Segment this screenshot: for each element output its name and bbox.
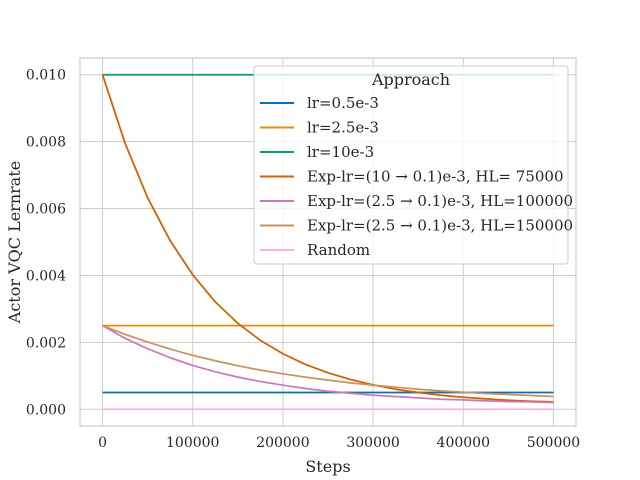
y-tick-label: 0.010 xyxy=(26,68,66,84)
x-tick-label: 200000 xyxy=(256,435,309,451)
x-tick-label: 500000 xyxy=(527,435,580,451)
legend: Approach lr=0.5e-3 lr=2.5e-3 lr=10e-3 Exp-l… xyxy=(253,65,573,265)
legend-label: Exp-lr=(10 → 0.1)e-3, HL= 75000 xyxy=(307,168,564,186)
legend-label: lr=0.5e-3 xyxy=(307,94,379,112)
legend-label: Exp-lr=(2.5 → 0.1)e-3, HL=100000 xyxy=(307,192,573,210)
x-axis-label: Steps xyxy=(305,457,350,476)
y-tick-label: 0.000 xyxy=(26,402,66,418)
x-tick-label: 300000 xyxy=(346,435,399,451)
legend-label: lr=2.5e-3 xyxy=(307,119,379,137)
legend-label: Random xyxy=(307,241,370,259)
y-axis-label: Actor VQC Lernrate xyxy=(5,161,24,324)
x-tick-label: 0 xyxy=(98,435,107,451)
y-tick-labels: 0.000 0.002 0.004 0.006 0.008 0.010 xyxy=(26,68,66,419)
y-tick-label: 0.004 xyxy=(26,268,66,284)
y-tick-label: 0.008 xyxy=(26,135,66,151)
legend-label: Exp-lr=(2.5 → 0.1)e-3, HL=150000 xyxy=(307,217,573,235)
series-line-5 xyxy=(102,324,554,404)
x-tick-label: 100000 xyxy=(166,435,219,451)
x-tick-label: 400000 xyxy=(437,435,490,451)
x-tick-labels: 0 100000 200000 300000 400000 500000 xyxy=(98,435,580,451)
legend-box xyxy=(253,65,569,265)
legend-title: Approach xyxy=(371,70,450,89)
legend-items: lr=0.5e-3 lr=2.5e-3 lr=10e-3 Exp-lr=(10 → 0… xyxy=(260,94,573,259)
y-tick-label: 0.002 xyxy=(26,335,66,351)
plot-frame xyxy=(79,57,577,427)
y-tick-label: 0.006 xyxy=(26,202,66,218)
series-line-4 xyxy=(101,74,554,403)
legend-label: lr=10e-3 xyxy=(307,143,374,161)
series-line-6 xyxy=(102,324,554,398)
